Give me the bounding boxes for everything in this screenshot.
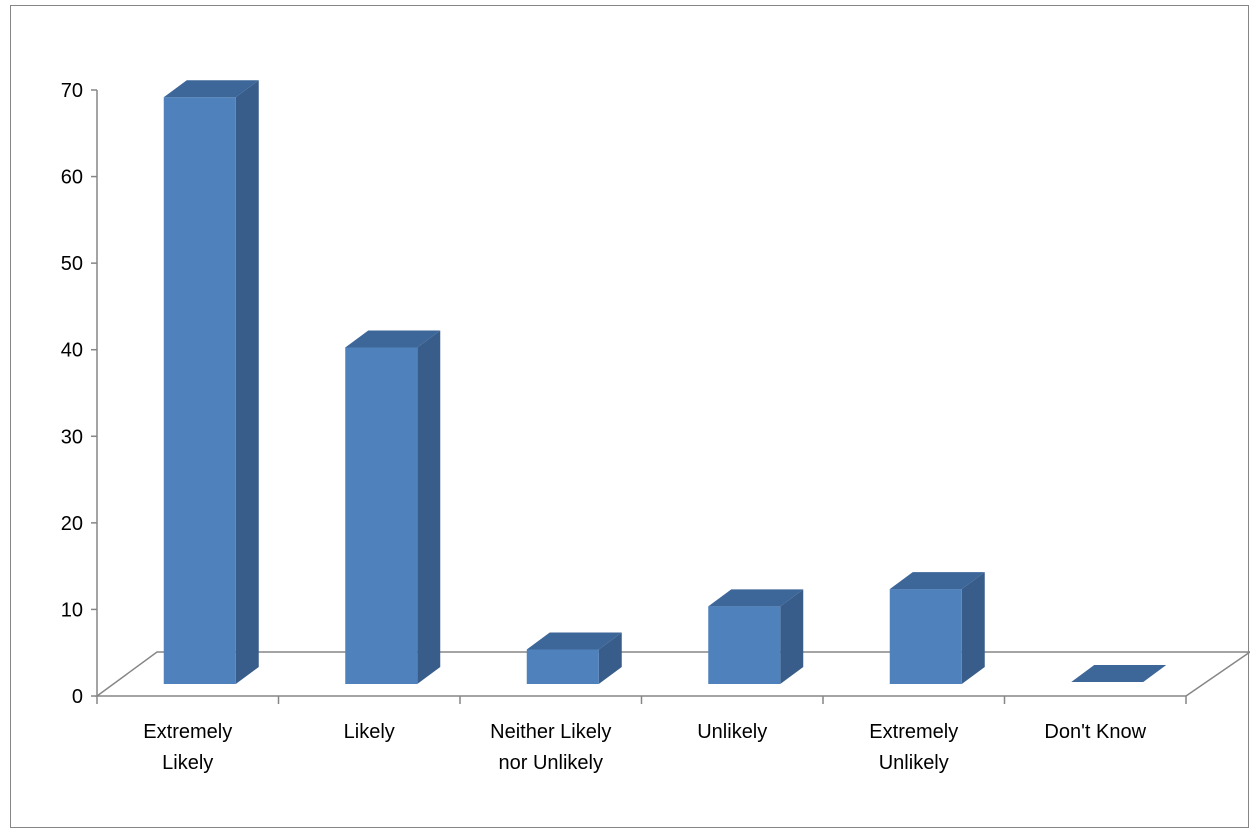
- chart-frame: 0 10 20 30 40 50 60 70 Extremely Likely Likely Neit…: [10, 5, 1250, 828]
- x-tick-label: Extremely: [869, 721, 958, 743]
- bar-side: [598, 632, 622, 684]
- bar-front: [889, 589, 962, 684]
- bar-side: [235, 80, 259, 684]
- y-tick-label: 40: [61, 340, 83, 362]
- bar-front: [345, 347, 418, 684]
- bar-top: [889, 572, 985, 590]
- bar-side: [780, 589, 804, 684]
- chart-floor: [94, 651, 1250, 697]
- y-tick-label: 20: [61, 513, 83, 535]
- y-tick-label: 70: [61, 80, 83, 102]
- axes: [91, 89, 1187, 704]
- x-tick-label: Likely: [344, 721, 395, 743]
- bar-top: [1071, 665, 1167, 682]
- x-tick-label: Likely: [162, 752, 213, 774]
- bar: [889, 572, 985, 684]
- bar-top: [526, 632, 622, 650]
- bar: [1071, 665, 1167, 682]
- x-tick-label: Neither Likely: [490, 721, 611, 743]
- labels: 0 10 20 30 40 50 60 70 Extremely Likely Likely Neit…: [61, 80, 1147, 774]
- bar-side: [961, 572, 985, 684]
- bar-front: [163, 97, 236, 684]
- y-tick-label: 10: [61, 599, 83, 621]
- bar-front: [526, 649, 599, 684]
- x-tick-label: Unlikely: [879, 752, 949, 774]
- bar-top: [708, 589, 804, 607]
- y-tick-label: 0: [72, 686, 83, 708]
- x-tick-label: Unlikely: [697, 721, 767, 743]
- bar-top: [163, 80, 259, 98]
- x-tick-label: Don't Know: [1044, 721, 1146, 743]
- y-tick-label: 30: [61, 426, 83, 448]
- bar-front: [708, 606, 781, 684]
- bar: [345, 330, 441, 684]
- bar-side: [417, 330, 441, 684]
- bar: [526, 632, 622, 684]
- x-tick-label: Extremely: [143, 721, 232, 743]
- bar-chart: 0 10 20 30 40 50 60 70 Extremely Likely Likely Neit…: [61, 80, 1250, 774]
- bar: [163, 80, 259, 684]
- y-tick-label: 50: [61, 253, 83, 275]
- bar: [708, 589, 804, 684]
- x-tick-label: nor Unlikely: [499, 752, 603, 774]
- floor-plane: [94, 651, 1250, 697]
- y-tick-label: 60: [61, 167, 83, 189]
- bar-top: [345, 330, 441, 348]
- bars: [163, 80, 1167, 684]
